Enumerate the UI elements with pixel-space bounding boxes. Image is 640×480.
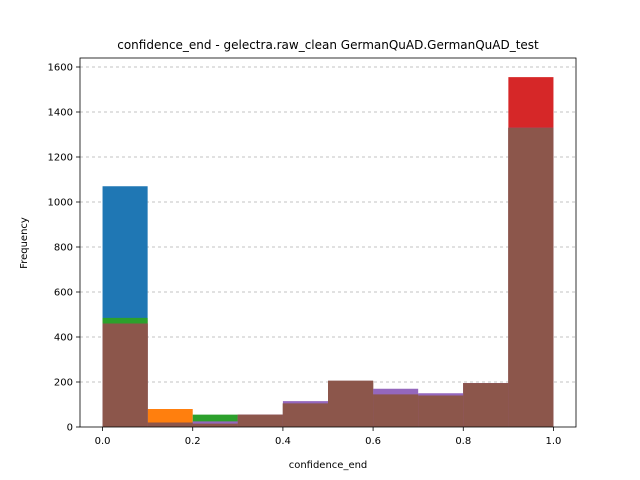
bar-series-6-bin-9 — [463, 383, 509, 427]
bar-series-6-bin-6 — [328, 380, 374, 427]
y-tick-label-0: 0 — [67, 423, 73, 434]
bar-series-6-bin-2 — [147, 422, 193, 427]
x-tick-label-0: 0.0 — [95, 436, 111, 447]
histogram-bars — [102, 77, 554, 427]
bar-series-6-bin-4 — [237, 414, 283, 427]
y-tick-label-3: 600 — [54, 288, 73, 299]
bar-series-6-bin-1 — [102, 323, 148, 427]
x-tick-label-5: 1.0 — [546, 436, 562, 447]
bar-series-6-bin-3 — [192, 423, 238, 427]
y-tick-label-1: 200 — [54, 378, 73, 389]
x-axis-label: confidence_end — [289, 460, 368, 471]
series-6 — [102, 127, 554, 427]
y-tick-label-5: 1000 — [48, 198, 73, 209]
bar-series-6-bin-5 — [282, 403, 328, 427]
x-tick-label-3: 0.6 — [365, 436, 381, 447]
x-tick-label-1: 0.2 — [185, 436, 201, 447]
bar-series-6-bin-7 — [373, 394, 419, 427]
y-axis: 0 200 400 600 800 1000 1200 1400 1600 — [48, 63, 80, 434]
bar-series-6-bin-10 — [508, 127, 554, 427]
x-tick-label-4: 0.8 — [455, 436, 471, 447]
x-tick-label-2: 0.4 — [275, 436, 291, 447]
plot-frame — [79, 57, 577, 428]
bar-series-6-bin-8 — [418, 395, 464, 427]
y-tick-label-8: 1600 — [48, 63, 73, 74]
y-tick-label-7: 1400 — [48, 108, 73, 119]
y-axis-label: Frequency — [19, 217, 30, 269]
y-tick-label-6: 1200 — [48, 153, 73, 164]
y-tick-label-4: 800 — [54, 243, 73, 254]
y-tick-label-2: 400 — [54, 333, 73, 344]
chart-title: confidence_end - gelectra.raw_clean Germ… — [117, 38, 539, 52]
x-axis: 0.0 0.2 0.4 0.6 0.8 1.0 — [95, 427, 562, 447]
